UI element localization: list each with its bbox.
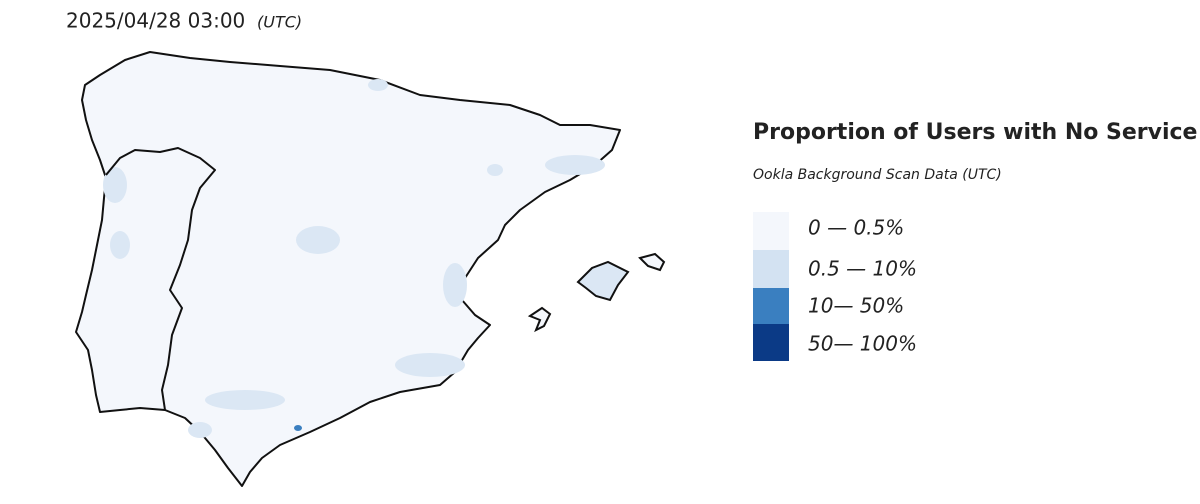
legend-label: 0.5 — 10%	[808, 257, 917, 281]
legend-label: 0 — 0.5%	[808, 216, 904, 240]
legend-swatch	[753, 324, 789, 361]
legend-swatch	[753, 288, 789, 324]
mallorca	[576, 260, 630, 302]
legend: 0 — 0.5% 0.5 — 10% 10— 50% 50— 100%	[753, 212, 917, 361]
legend-swatch	[753, 250, 789, 288]
timezone: (UTC)	[257, 13, 302, 32]
portugal-border	[105, 147, 216, 411]
legend-label: 10— 50%	[808, 294, 904, 318]
menorca	[638, 252, 666, 272]
legend-title: Proportion of Users with No Service	[753, 120, 1197, 145]
legend-label: 50— 100%	[808, 332, 917, 356]
timestamp: 2025/04/28 03:00	[66, 9, 245, 33]
legend-swatch	[753, 212, 789, 250]
outage-spot	[294, 425, 302, 431]
ibiza	[527, 306, 552, 333]
legend-subtitle: Ookla Background Scan Data (UTC)	[753, 167, 1002, 183]
iberia-map	[75, 51, 666, 487]
low-outage-areas	[103, 79, 605, 438]
iberia-outline	[75, 51, 621, 487]
